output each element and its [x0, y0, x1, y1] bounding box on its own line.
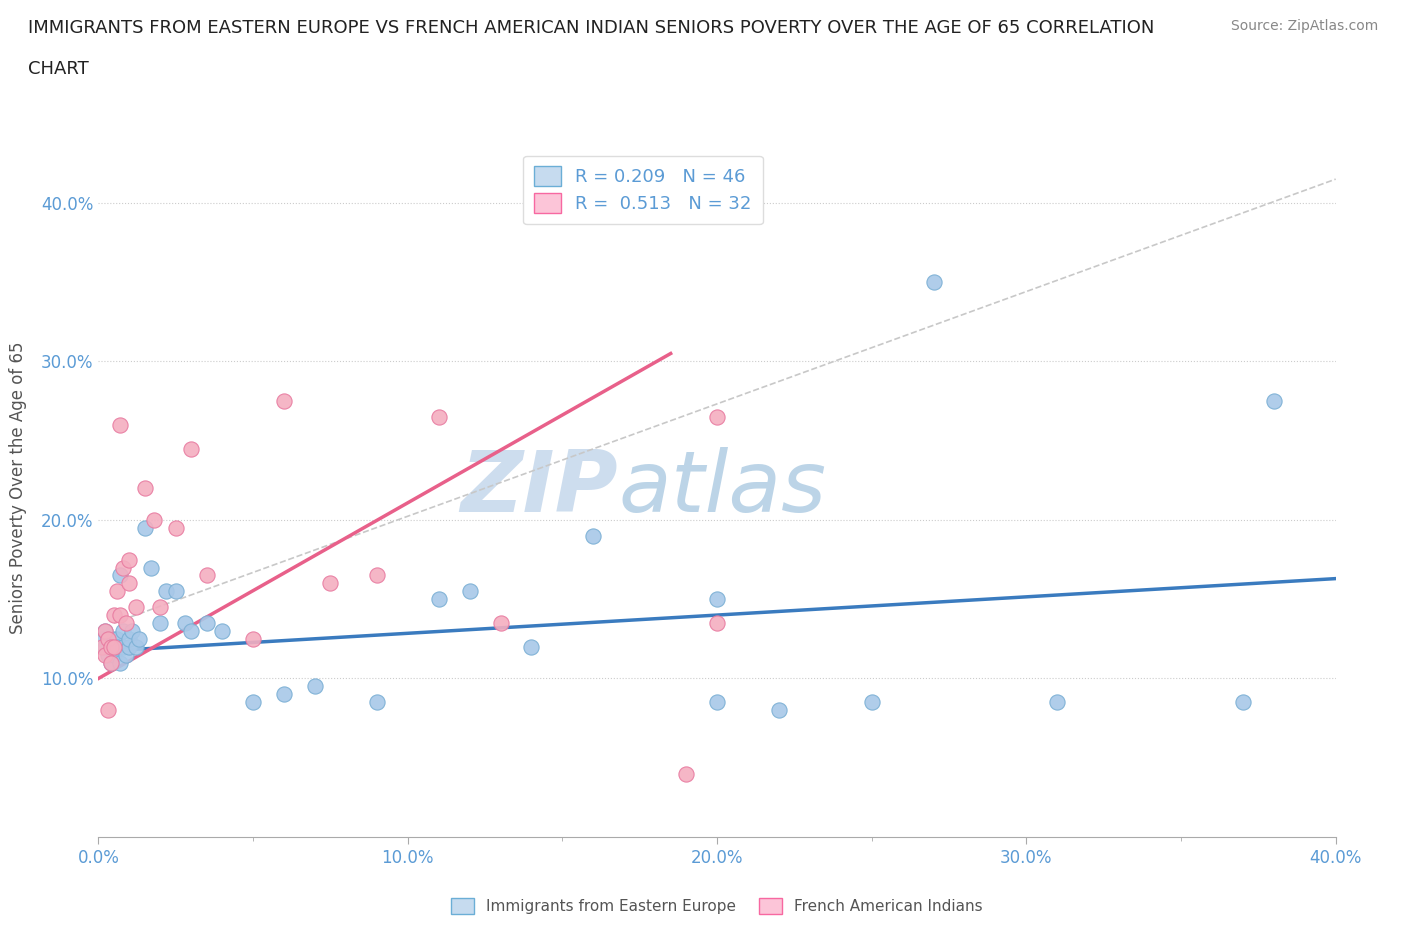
Point [103, 607, 125, 622]
Point [675, 766, 697, 781]
Point [366, 568, 388, 583]
Point [112, 560, 135, 575]
Point [134, 481, 156, 496]
Point [112, 623, 135, 638]
Text: IMMIGRANTS FROM EASTERN EUROPE VS FRENCH AMERICAN INDIAN SENIORS POVERTY OVER TH: IMMIGRANTS FROM EASTERN EUROPE VS FRENCH… [28, 19, 1154, 36]
Point [105, 631, 128, 646]
Point [366, 695, 388, 710]
Point [112, 639, 135, 654]
Point [149, 600, 172, 615]
Point [273, 687, 295, 702]
Point [922, 274, 945, 289]
Text: atlas: atlas [619, 446, 827, 530]
Point [174, 616, 197, 631]
Point [195, 616, 218, 631]
Point [97, 631, 120, 646]
Point [108, 607, 131, 622]
Point [97, 703, 120, 718]
Point [93, 647, 115, 662]
Point [706, 616, 728, 631]
Point [1046, 695, 1069, 710]
Point [134, 521, 156, 536]
Point [93, 623, 115, 638]
Point [860, 695, 883, 710]
Point [100, 655, 122, 670]
Text: CHART: CHART [28, 60, 89, 78]
Point [118, 552, 141, 567]
Point [128, 631, 150, 646]
Point [103, 647, 125, 662]
Point [118, 631, 141, 646]
Point [97, 631, 120, 646]
Point [139, 560, 162, 575]
Point [108, 418, 131, 432]
Point [768, 703, 790, 718]
Point [273, 393, 295, 408]
Point [195, 568, 218, 583]
Point [90, 631, 112, 646]
Point [242, 695, 264, 710]
Point [121, 623, 143, 638]
Point [165, 521, 187, 536]
Point [103, 639, 125, 654]
Point [211, 623, 233, 638]
Point [304, 679, 326, 694]
Point [100, 639, 122, 654]
Point [520, 639, 543, 654]
Text: ZIP: ZIP [460, 446, 619, 530]
Point [115, 616, 138, 631]
Point [319, 576, 342, 591]
Point [706, 409, 728, 424]
Point [118, 639, 141, 654]
Point [118, 576, 141, 591]
Point [93, 639, 115, 654]
Point [1232, 695, 1254, 710]
Point [103, 631, 125, 646]
Point [124, 600, 146, 615]
Point [108, 568, 131, 583]
Point [115, 647, 138, 662]
Point [105, 584, 128, 599]
Point [149, 616, 172, 631]
Point [100, 655, 122, 670]
Point [100, 639, 122, 654]
Point [108, 655, 131, 670]
Point [124, 639, 146, 654]
Text: Source: ZipAtlas.com: Source: ZipAtlas.com [1230, 19, 1378, 33]
Point [706, 695, 728, 710]
Point [427, 409, 450, 424]
Point [180, 441, 202, 456]
Point [458, 584, 481, 599]
Point [489, 616, 512, 631]
Y-axis label: Seniors Poverty Over the Age of 65: Seniors Poverty Over the Age of 65 [10, 342, 27, 634]
Point [90, 639, 112, 654]
Point [706, 591, 728, 606]
Point [1263, 393, 1285, 408]
Point [427, 591, 450, 606]
Point [165, 584, 187, 599]
Point [105, 639, 128, 654]
Point [93, 623, 115, 638]
Point [582, 528, 605, 543]
Point [242, 631, 264, 646]
Point [180, 623, 202, 638]
Point [143, 512, 166, 527]
Point [97, 647, 120, 662]
Legend: Immigrants from Eastern Europe, French American Indians: Immigrants from Eastern Europe, French A… [446, 892, 988, 920]
Point [155, 584, 177, 599]
